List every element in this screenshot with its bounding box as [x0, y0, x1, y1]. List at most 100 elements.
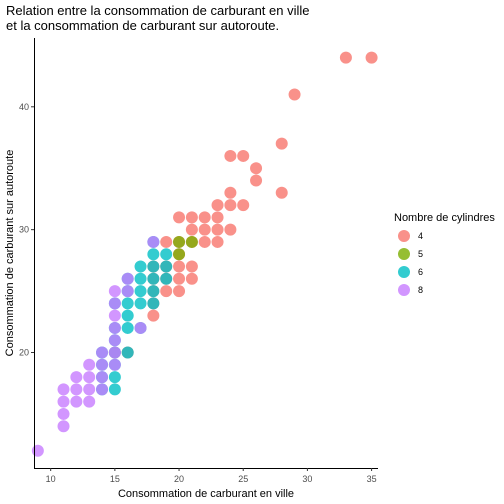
data-point: [96, 371, 109, 384]
y-axis-title: Consommation de carburant sur autoroute: [4, 150, 16, 357]
data-point: [108, 285, 121, 298]
data-point: [173, 211, 186, 224]
chart-title-line-2: et la consommation de carburant sur auto…: [6, 18, 279, 33]
y-axis-ticks: 20 30 40: [19, 102, 34, 358]
legend-key: [398, 248, 410, 260]
chart-title-line-1: Relation entre la consommation de carbur…: [6, 3, 310, 18]
data-point: [211, 223, 224, 236]
data-point: [250, 174, 263, 187]
data-point: [147, 248, 160, 261]
data-point: [198, 223, 211, 236]
x-axis-ticks: 10 15 20 25 30 35: [46, 468, 377, 484]
data-point: [211, 211, 224, 224]
data-point: [121, 309, 134, 322]
data-point: [147, 235, 160, 248]
data-point: [57, 407, 70, 420]
data-point: [173, 285, 186, 298]
data-point: [57, 395, 70, 408]
data-point: [96, 383, 109, 396]
x-axis-title: Consommation de carburant en ville: [118, 488, 294, 500]
data-point: [70, 395, 83, 408]
chart-title: Relation entre la consommation de carbur…: [6, 3, 310, 33]
legend: Nombre de cylindres 4 5 6 8: [394, 212, 495, 296]
data-point: [185, 235, 198, 248]
data-point: [147, 285, 160, 298]
y-tick-label: 40: [19, 102, 29, 112]
data-point: [224, 199, 237, 212]
data-point: [275, 186, 288, 199]
data-point: [108, 309, 121, 322]
data-point: [108, 346, 121, 359]
legend-key: [398, 266, 410, 278]
data-point: [134, 285, 147, 298]
data-point: [96, 346, 109, 359]
data-point: [147, 260, 160, 273]
data-point: [121, 285, 134, 298]
data-point: [31, 444, 44, 457]
data-point: [108, 383, 121, 396]
y-tick-label: 20: [19, 348, 29, 358]
legend-key: [398, 230, 410, 242]
legend-title: Nombre de cylindres: [394, 212, 495, 224]
data-point: [57, 420, 70, 433]
data-point: [108, 321, 121, 334]
data-point: [134, 272, 147, 285]
data-point: [108, 297, 121, 310]
data-point: [108, 358, 121, 371]
data-point: [160, 285, 173, 298]
data-point: [70, 383, 83, 396]
data-point: [83, 383, 96, 396]
data-point: [147, 297, 160, 310]
data-point: [57, 383, 70, 396]
data-point: [250, 162, 263, 175]
data-point: [185, 260, 198, 273]
data-point: [108, 334, 121, 347]
data-point: [160, 260, 173, 273]
legend-label: 4: [418, 231, 423, 241]
data-point: [160, 248, 173, 261]
data-point: [108, 371, 121, 384]
data-point: [211, 199, 224, 212]
data-point: [173, 260, 186, 273]
data-point: [185, 272, 198, 285]
x-tick-label: 30: [302, 474, 312, 484]
data-point: [83, 395, 96, 408]
data-point: [275, 137, 288, 150]
data-point: [339, 51, 352, 64]
legend-label: 6: [418, 267, 423, 277]
data-point: [134, 321, 147, 334]
x-tick-label: 10: [46, 474, 56, 484]
data-point: [288, 88, 301, 101]
data-point: [365, 51, 378, 64]
data-point: [224, 149, 237, 162]
x-tick-label: 15: [110, 474, 120, 484]
data-point: [160, 235, 173, 248]
data-point: [96, 358, 109, 371]
data-point: [121, 297, 134, 310]
data-point: [237, 199, 250, 212]
data-point: [185, 211, 198, 224]
data-point: [134, 297, 147, 310]
plot-area: [31, 51, 378, 457]
x-tick-label: 25: [238, 474, 248, 484]
data-point: [224, 186, 237, 199]
data-point: [121, 272, 134, 285]
x-tick-label: 20: [174, 474, 184, 484]
data-point: [83, 371, 96, 384]
data-point: [160, 272, 173, 285]
data-point: [173, 248, 186, 261]
data-point: [173, 235, 186, 248]
legend-label: 8: [418, 285, 423, 295]
data-point: [224, 223, 237, 236]
data-point: [147, 272, 160, 285]
data-point: [121, 321, 134, 334]
data-point: [147, 309, 160, 322]
data-point: [121, 346, 134, 359]
data-point: [211, 235, 224, 248]
y-tick-label: 30: [19, 225, 29, 235]
legend-label: 5: [418, 249, 423, 259]
data-point: [173, 272, 186, 285]
data-point: [198, 235, 211, 248]
data-point: [83, 358, 96, 371]
